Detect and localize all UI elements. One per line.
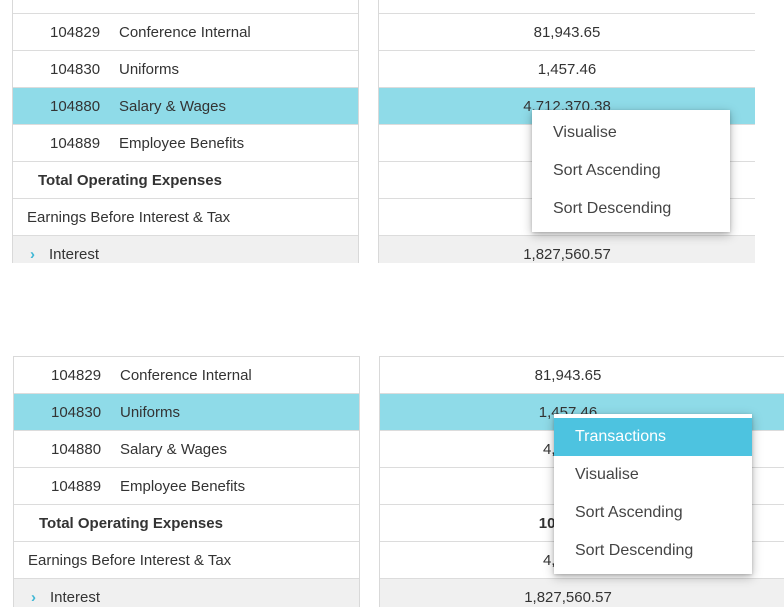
context-menu: Transactions Visualise Sort Ascending So… [554,414,752,574]
table-row[interactable]: 104829 Conference Internal [14,357,359,394]
ebit-row[interactable]: Earnings Before Interest & Tax [13,199,358,236]
table-row[interactable]: 104829 Conference Internal [13,14,358,51]
total-label: Total Operating Expenses [39,514,223,532]
account-name: Salary & Wages [120,440,227,458]
table-row-selected[interactable]: 104880 Salary & Wages [13,88,358,125]
amount: 81,943.65 [534,366,602,384]
menu-item-visualise[interactable]: Visualise [575,466,639,483]
table-row-selected[interactable]: 104830 Uniforms [14,394,359,431]
account-code: 104830 [51,403,102,421]
menu-item-visualise[interactable]: Visualise [553,124,617,141]
account-name: Employee Benefits [120,477,246,495]
menu-item-sort-ascending[interactable]: Sort Ascending [575,504,683,521]
ebit-label: Earnings Before Interest & Tax [28,551,232,569]
account-code: 104889 [50,134,101,152]
amount: 1,827,560.57 [523,246,611,263]
account-labels-column: 104829 Conference Internal 104830 Unifor… [12,0,359,263]
bottom-panel: 104829 Conference Internal 104830 Unifor… [0,356,784,607]
menu-item-sort-ascending[interactable]: Sort Ascending [553,162,661,179]
total-row[interactable]: Total Operating Expenses [14,505,359,542]
interest-label: Interest [49,246,100,263]
account-code: 104829 [50,23,101,41]
table-row[interactable]: 104889 Employee Benefits [13,125,358,162]
account-code: 104829 [51,366,102,384]
interest-row[interactable]: › Interest [14,579,359,607]
value-cell[interactable]: 81,943.65 [379,14,755,51]
account-name: Uniforms [119,60,180,78]
account-code: 104889 [51,477,102,495]
menu-item-transactions[interactable]: Transactions [554,418,752,456]
context-menu: Visualise Sort Ascending Sort Descending [532,110,730,232]
account-code: 104830 [50,60,101,78]
table-row[interactable]: 104880 Salary & Wages [14,431,359,468]
total-label: Total Operating Expenses [38,171,222,189]
amount: 1,457.46 [537,60,597,78]
menu-item-sort-descending[interactable]: Sort Descending [553,200,672,217]
account-name: Employee Benefits [119,134,245,152]
value-cell[interactable]: 1,827,560.57 [380,579,784,607]
account-code: 104880 [51,440,102,458]
amount: 1,827,560.57 [524,589,612,606]
account-name: Conference Internal [119,23,251,41]
interest-row[interactable]: › Interest [13,236,358,263]
ebit-row[interactable]: Earnings Before Interest & Tax [14,542,359,579]
table-row-partial [13,0,358,14]
account-name: Uniforms [120,403,181,421]
value-row-partial [379,0,755,14]
account-labels-column: 104829 Conference Internal 104830 Unifor… [13,356,360,607]
account-code: 104880 [50,97,101,115]
account-name: Salary & Wages [119,97,226,115]
total-row[interactable]: Total Operating Expenses [13,162,358,199]
value-cell[interactable]: 1,457.46 [379,51,755,88]
chevron-right-icon[interactable]: › [31,589,36,606]
menu-item-sort-descending[interactable]: Sort Descending [575,542,694,559]
table-row[interactable]: 104830 Uniforms [13,51,358,88]
account-name: Conference Internal [120,366,252,384]
table-row[interactable]: 104889 Employee Benefits [14,468,359,505]
value-cell[interactable]: 1,827,560.57 [379,236,755,263]
interest-label: Interest [50,589,101,606]
value-cell[interactable]: 81,943.65 [380,357,784,394]
top-panel: 104829 Conference Internal 104830 Unifor… [0,0,784,263]
amount: 81,943.65 [533,23,601,41]
ebit-label: Earnings Before Interest & Tax [27,208,231,226]
chevron-right-icon[interactable]: › [30,246,35,263]
